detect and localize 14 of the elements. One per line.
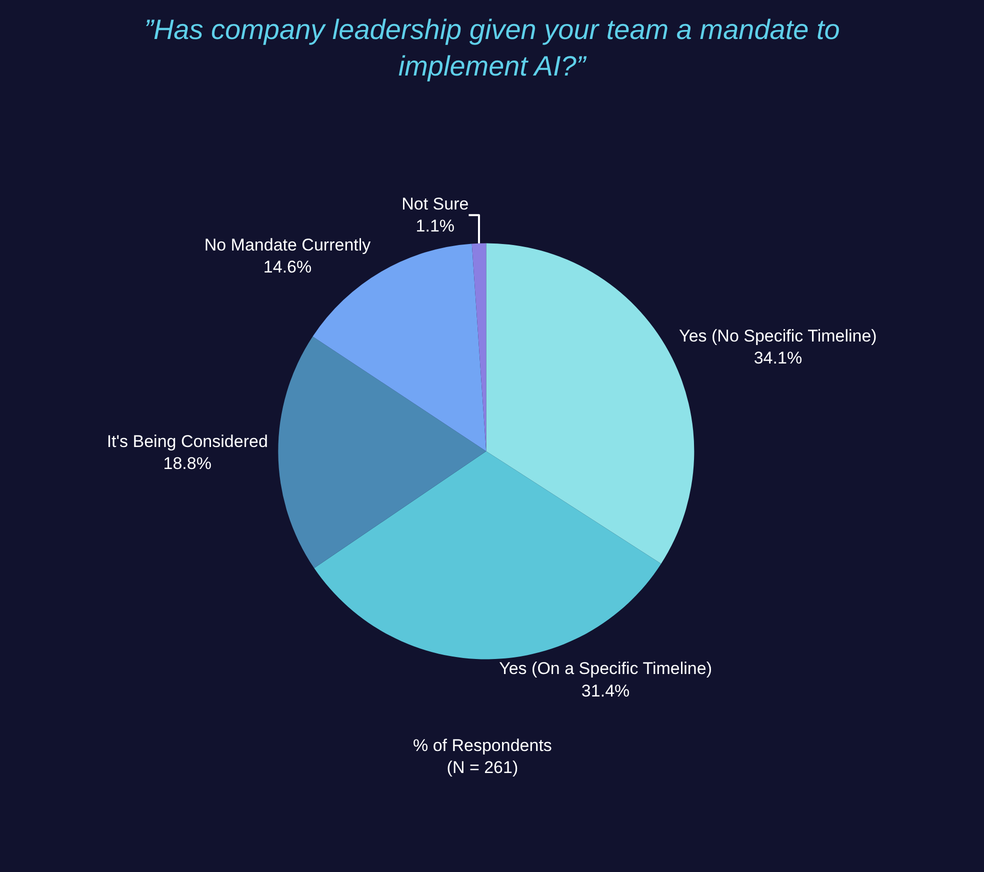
data-label: 31.4%	[581, 681, 630, 700]
pie-slice	[278, 336, 486, 568]
data-label: 14.6%	[263, 258, 312, 277]
slice-label: It's Being Considered	[106, 432, 268, 451]
text: % of Respondents (N = 261)	[413, 736, 552, 778]
slice-label: Yes (No Specific Timeline)	[679, 326, 877, 346]
slice-label: No Mandate Currently	[204, 236, 372, 255]
data-label: 34.1%	[754, 348, 802, 368]
slice-label: Not Sure	[402, 194, 469, 214]
slice-label: Yes (On a Specific Timeline)	[499, 659, 712, 678]
data-label: 1.1%	[416, 216, 455, 236]
chart-title: ”Has company leadership given your team a mandate to implement AI?”	[144, 14, 840, 82]
data-label: 18.8%	[163, 454, 212, 474]
pie-slice	[314, 451, 662, 660]
